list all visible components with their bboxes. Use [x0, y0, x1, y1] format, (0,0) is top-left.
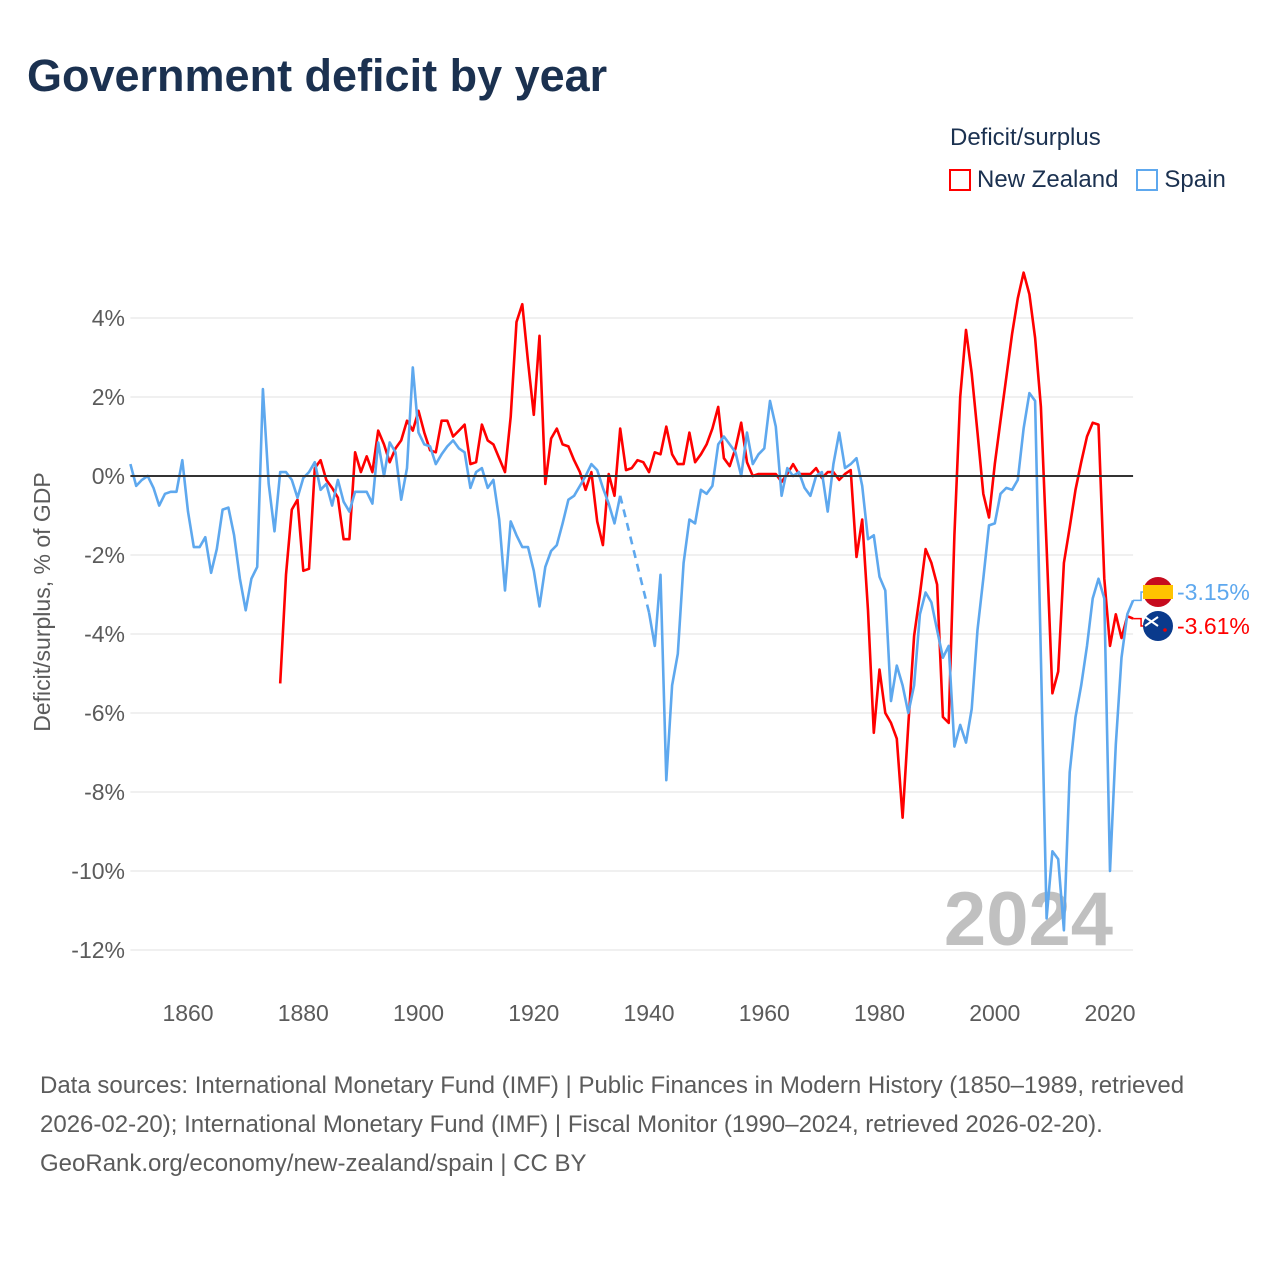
x-tick-label: 1880 — [278, 1000, 329, 1026]
y-tick-label: 4% — [92, 305, 125, 331]
x-tick-label: 1980 — [854, 1000, 905, 1026]
legend-label: Spain — [1164, 166, 1226, 193]
data-sources: Data sources: International Monetary Fun… — [40, 1072, 1185, 1138]
y-tick-label: -4% — [84, 621, 125, 647]
x-tick-label: 1900 — [393, 1000, 444, 1026]
legend-item-spain[interactable]: Spain — [1136, 166, 1226, 194]
credit-link[interactable]: GeoRank.org/economy/new-zealand/spain | … — [40, 1150, 587, 1177]
year-watermark: 2024 — [944, 877, 1113, 962]
x-tick-label: 1860 — [162, 1000, 213, 1026]
x-tick-label: 1920 — [508, 1000, 559, 1026]
series-line-new-zealand — [278, 271, 1134, 820]
legend: New Zealand Spain — [949, 166, 1226, 194]
x-tick-label: 2020 — [1084, 1000, 1135, 1026]
y-tick-label: -6% — [84, 700, 125, 726]
y-tick-label: 0% — [92, 463, 125, 489]
legend-label: New Zealand — [977, 166, 1119, 193]
legend-item-new-zealand[interactable]: New Zealand — [949, 166, 1118, 194]
new-zealand-flag-union — [1144, 616, 1159, 627]
end-value-label-new-zealand: -3.61% — [1177, 613, 1250, 639]
y-tick-label: 2% — [92, 384, 125, 410]
legend-swatch-spain — [1136, 169, 1159, 191]
legend-swatch-new-zealand — [949, 169, 971, 191]
new-zealand-flag-star — [1163, 628, 1167, 632]
y-tick-label: -10% — [71, 858, 125, 884]
y-tick-label: -2% — [84, 542, 125, 568]
y-tick-label: -12% — [71, 937, 125, 963]
y-axis-title: Deficit/surplus, % of GDP — [29, 472, 55, 731]
end-value-label-spain: -3.15% — [1177, 579, 1250, 605]
series-gap-spain — [618, 495, 651, 613]
legend-title: Deficit/surplus — [950, 124, 1101, 151]
x-tick-label: 2000 — [969, 1000, 1020, 1026]
series-line-spain — [647, 391, 1135, 932]
y-tick-label: -8% — [84, 779, 125, 805]
x-tick-label: 1940 — [623, 1000, 674, 1026]
x-tick-label: 1960 — [739, 1000, 790, 1026]
series-line-spain — [129, 366, 622, 612]
footer: Data sources: International Monetary Fun… — [40, 1066, 1240, 1183]
chart-title: Government deficit by year — [27, 50, 608, 101]
spain-flag-stripe — [1143, 585, 1173, 599]
